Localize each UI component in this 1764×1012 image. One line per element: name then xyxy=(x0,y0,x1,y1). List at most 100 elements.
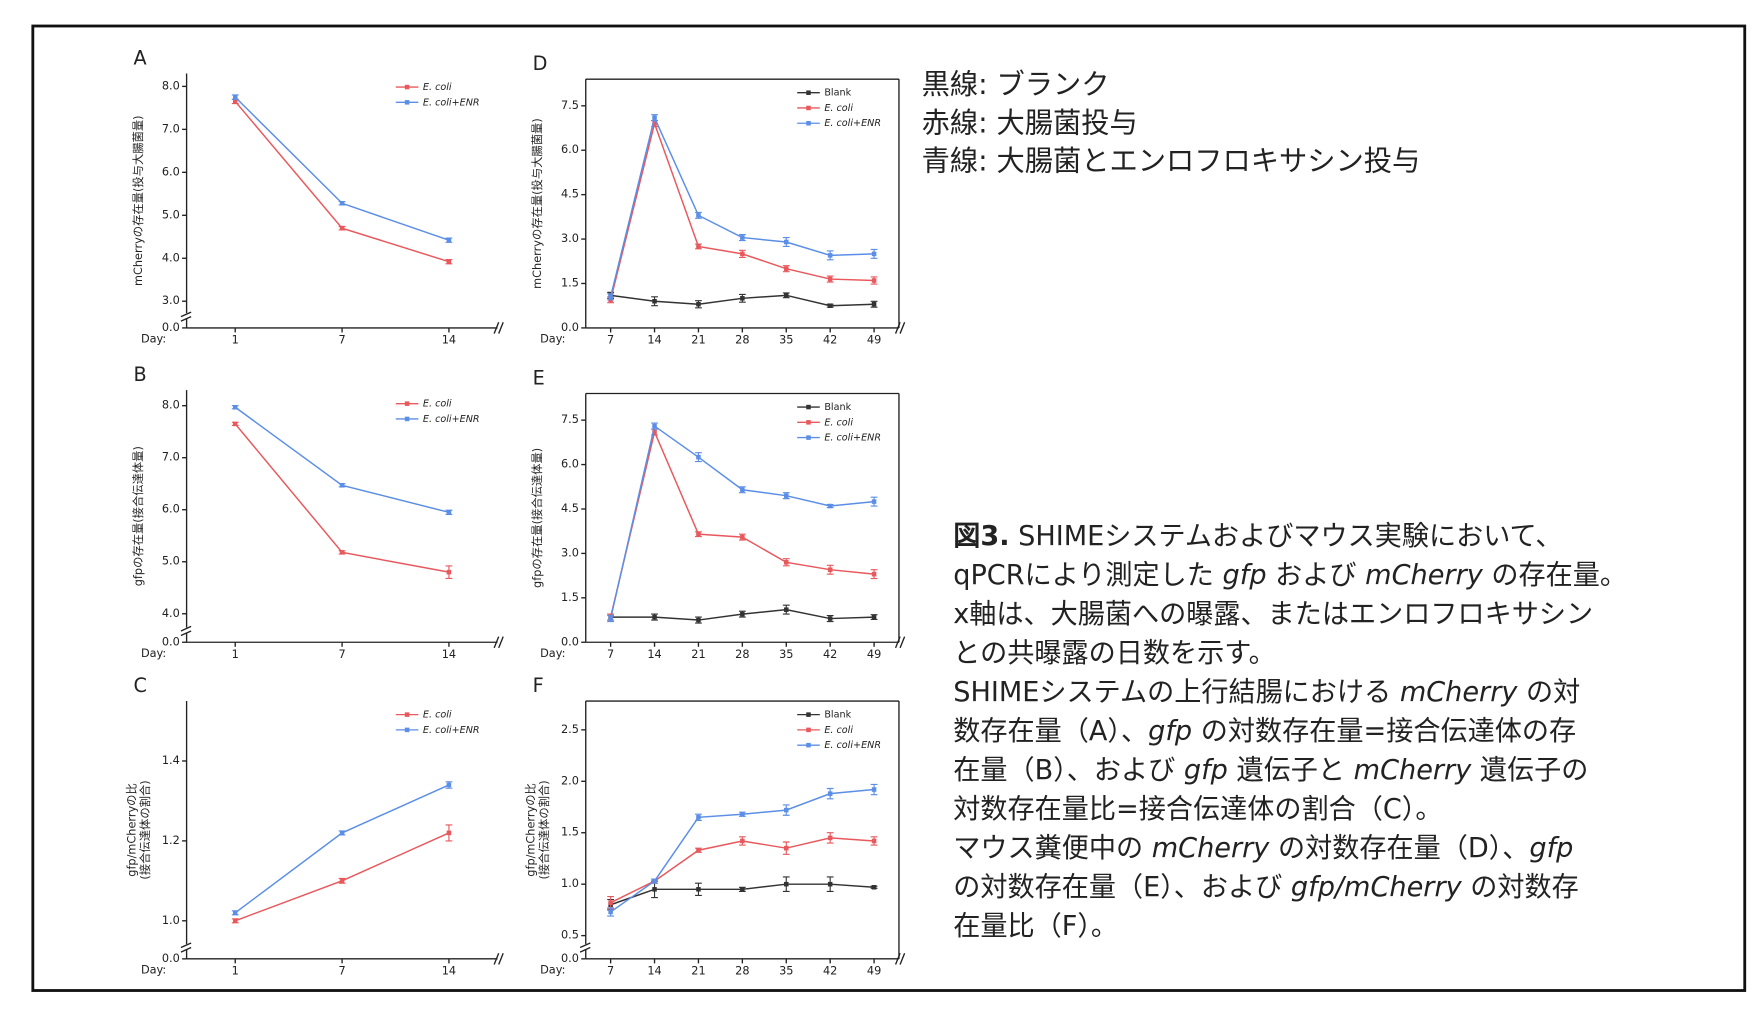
panel-label: B xyxy=(133,363,146,386)
y-tick-label: 1.0 xyxy=(561,877,579,890)
data-point xyxy=(871,251,877,257)
y-tick-label: 7.0 xyxy=(162,451,180,464)
data-point xyxy=(696,213,701,218)
data-point xyxy=(784,560,789,565)
legend-label: Blank xyxy=(824,88,851,99)
x-tick-label: 21 xyxy=(691,648,705,661)
data-point xyxy=(696,454,701,460)
x-tick-label: 28 xyxy=(735,334,749,347)
data-point xyxy=(784,293,789,298)
axis-break xyxy=(493,322,500,334)
caption-line: 数存在量（A）、gfp の対数存在量=接合伝達体の存 xyxy=(953,716,1576,747)
data-point xyxy=(696,244,701,249)
legend-marker xyxy=(404,100,410,105)
data-point xyxy=(696,815,701,820)
y-tick-label: 3.0 xyxy=(561,232,579,245)
y-axis-label: (接合伝達体の割合) xyxy=(537,780,551,879)
panel-label: C xyxy=(133,674,146,697)
axis-break-gap xyxy=(180,313,193,319)
caption-line: 在量（B）、および gfp 遺伝子と mCherry 遺伝子の xyxy=(953,755,1588,786)
y-tick-label: 0.0 xyxy=(162,635,180,648)
y-tick-label: 3.0 xyxy=(561,546,579,559)
x-tick-label: 7 xyxy=(338,648,345,661)
panel-label: E xyxy=(533,366,545,389)
x-tick-label: 35 xyxy=(779,965,793,978)
x-tick-label: 14 xyxy=(442,965,456,978)
x-tick-label: 7 xyxy=(607,334,614,347)
caption-text: x軸は、大腸菌への曝露、またはエンロフロキサシン xyxy=(953,599,1593,630)
axis-break xyxy=(899,952,906,965)
x-tick-label: 14 xyxy=(442,334,456,347)
legend-label: E. coli+ENR xyxy=(423,725,480,736)
data-point xyxy=(608,909,613,915)
x-tick-label: 49 xyxy=(867,334,881,347)
axis-break-gap xyxy=(180,627,193,634)
axis-break xyxy=(579,946,591,953)
data-point xyxy=(446,259,452,264)
data-point xyxy=(784,807,789,813)
x-tick-label: 1 xyxy=(232,648,239,661)
x-axis-label: Day: xyxy=(540,333,565,346)
data-point xyxy=(784,239,789,245)
y-axis-label: mCherryの存在量(投与大腸菌量) xyxy=(530,118,544,289)
y-tick-label: 1.0 xyxy=(162,914,180,927)
data-point xyxy=(652,115,657,120)
x-tick-label: 42 xyxy=(823,334,837,347)
caption-text: マウス糞便中の xyxy=(953,833,1151,864)
caption-text: 在量（B）、および xyxy=(953,755,1184,786)
x-tick-label: 14 xyxy=(442,648,456,661)
caption-text: mCherry xyxy=(1354,755,1473,786)
data-point xyxy=(827,503,833,509)
y-tick-label: 6.0 xyxy=(162,503,180,516)
legend-label: E. coli xyxy=(824,417,853,428)
axis-break xyxy=(180,946,192,953)
caption-text: SHIMEシステムおよびマウス実験において、 xyxy=(1010,521,1563,552)
x-axis-label: Day: xyxy=(141,964,166,977)
legend-marker xyxy=(806,435,811,440)
caption-text: 在量比（F）。 xyxy=(953,911,1118,942)
axis-break xyxy=(899,322,906,334)
axis-break xyxy=(894,322,901,334)
caption-text: の対数存 xyxy=(1462,872,1579,903)
data-point xyxy=(446,830,452,836)
x-tick-label: 49 xyxy=(867,648,881,661)
legend-marker xyxy=(404,401,410,406)
y-tick-label: 6.0 xyxy=(561,143,579,156)
axis-break xyxy=(180,315,192,322)
caption-text: の対数存在量=接合伝達体の存 xyxy=(1192,716,1576,747)
caption-text: との共曝露の日数を示す。 xyxy=(953,638,1276,669)
x-tick-label: 14 xyxy=(647,648,661,661)
data-point xyxy=(232,94,238,100)
y-tick-label: 4.5 xyxy=(561,188,579,201)
data-point xyxy=(232,918,238,924)
caption-text: mCherry xyxy=(1365,560,1484,591)
data-point xyxy=(652,614,657,620)
y-tick-label: 0.0 xyxy=(561,635,579,648)
data-point xyxy=(339,550,345,555)
data-point xyxy=(784,845,789,851)
caption-line: 対数存在量比=接合伝達体の割合（C）。 xyxy=(953,794,1442,825)
data-point xyxy=(652,887,657,892)
caption-text: 図3. xyxy=(953,521,1009,552)
data-point xyxy=(784,493,789,498)
y-tick-label: 5.0 xyxy=(162,208,180,221)
y-tick-label: 7.5 xyxy=(561,99,579,112)
data-point xyxy=(871,885,877,890)
y-tick-label: 3.0 xyxy=(162,294,180,307)
data-point xyxy=(652,423,657,429)
data-point xyxy=(871,278,877,283)
caption-text: の対数存在量（D）、 xyxy=(1269,833,1529,864)
data-point xyxy=(232,910,238,916)
x-tick-label: 14 xyxy=(647,965,661,978)
y-axis-label: gfp/mCherryの比 xyxy=(524,783,537,877)
y-tick-label: 7.5 xyxy=(561,413,579,426)
axis-break xyxy=(498,952,504,965)
data-point xyxy=(740,534,745,540)
legend-marker xyxy=(806,90,811,95)
y-tick-label: 8.0 xyxy=(162,79,180,92)
y-tick-label: 5.0 xyxy=(162,555,180,568)
data-point xyxy=(339,483,345,488)
caption-text: mCherry xyxy=(1152,833,1271,864)
